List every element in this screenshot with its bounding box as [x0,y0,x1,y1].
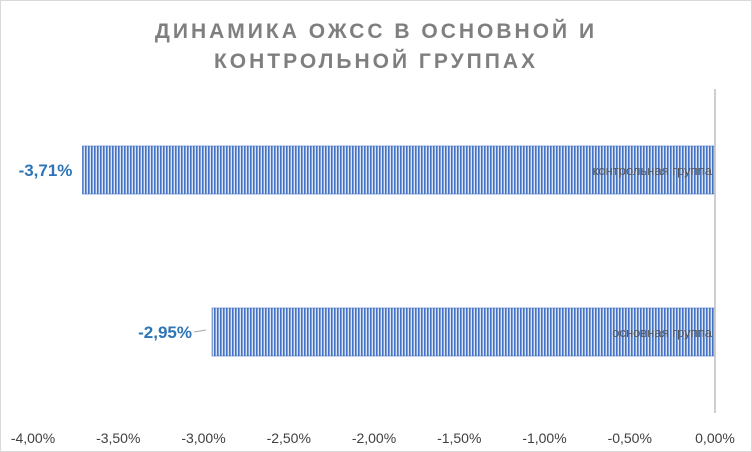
x-tick-label-7: -1,00% [522,430,566,446]
chart-title-line-2: КОНТРОЛЬНОЙ ГРУППАХ [213,50,538,73]
data-label-1: -3,71% [19,161,73,180]
x-tick-label-1: -4,00% [11,430,55,446]
category-label-1: контрольная группа [593,163,713,178]
x-tick-label-6: -1,50% [437,430,481,446]
x-tick-label-5: -2,00% [352,430,396,446]
x-tick-label-2: -3,50% [96,430,140,446]
x-tick-label-4: -2,50% [267,430,311,446]
x-tick-label-3: -3,00% [181,430,225,446]
chart-title: ДИНАМИКА ОЖСС В ОСНОВНОЙ И КОНТРОЛЬНОЙ Г… [1,17,751,77]
data-label-leader-line [193,329,207,333]
data-label-2: -2,95% [138,323,192,342]
bar-1 [82,145,716,195]
x-tick-label-9: 0,00% [695,430,735,446]
category-label-2: основная группа [612,325,713,340]
chart-title-line-1: ДИНАМИКА ОЖСС В ОСНОВНОЙ И [154,20,598,43]
x-tick-label-8: -0,50% [608,430,652,446]
